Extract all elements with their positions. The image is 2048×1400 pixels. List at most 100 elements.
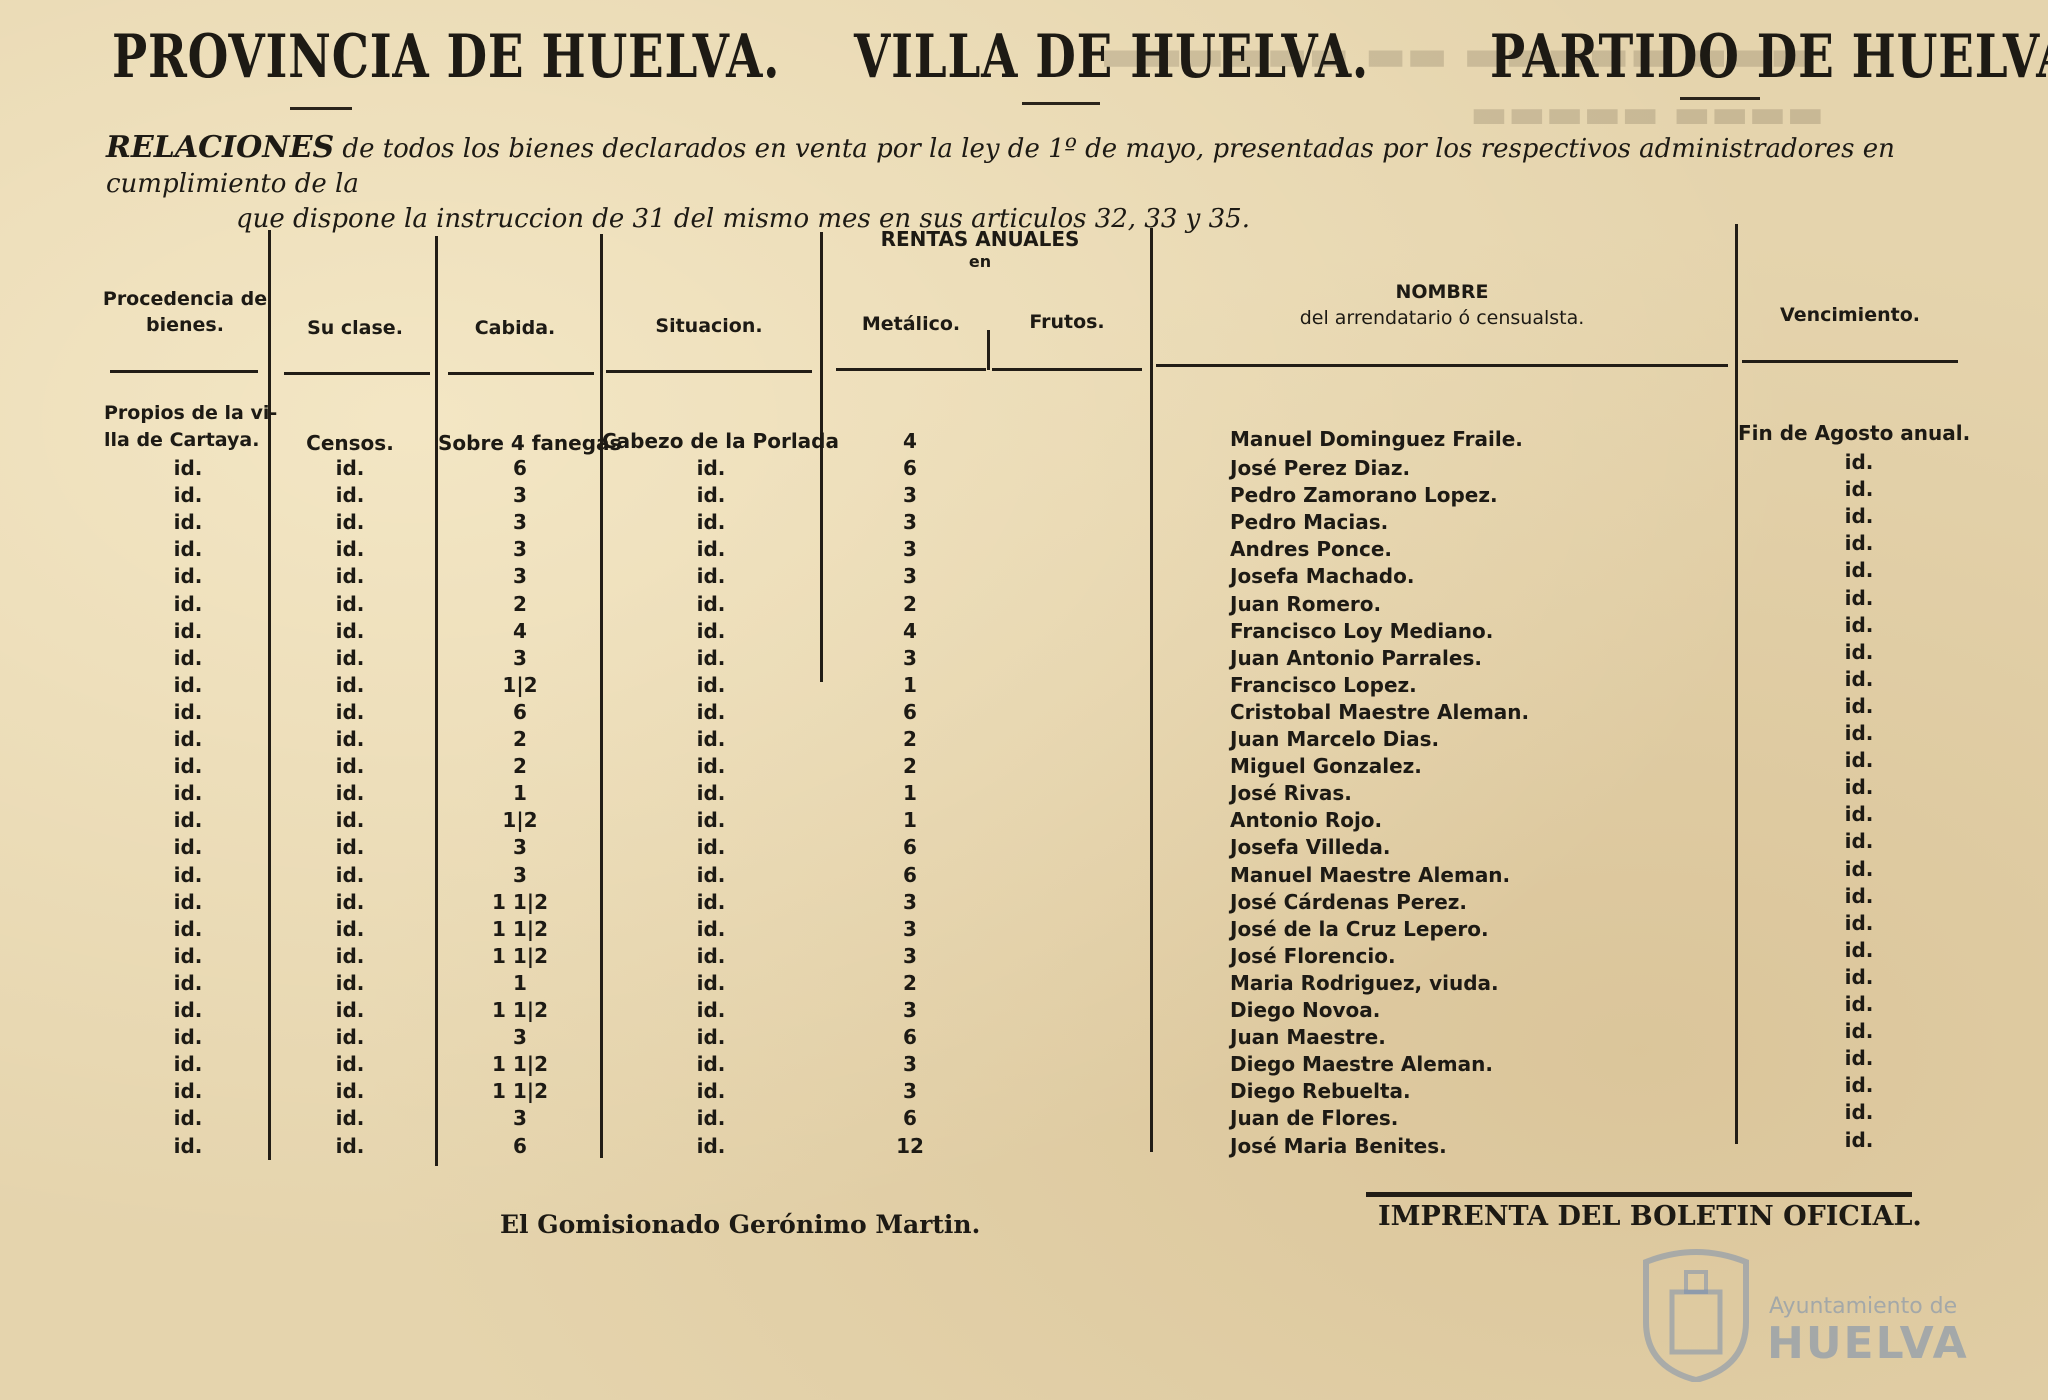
row-cabida: 6 — [513, 1133, 527, 1158]
row-clase: id. — [335, 808, 365, 833]
footer-comisionado: El Gomisionado Gerónimo Martin. — [500, 1210, 981, 1239]
row-vencimiento: id. — [1844, 937, 1874, 962]
row-procedencia: id. — [173, 672, 203, 697]
row-clase: id. — [335, 672, 365, 697]
row-vencimiento: id. — [1844, 775, 1874, 800]
first-row-clase: Censos. — [306, 431, 394, 455]
row-situacion: id. — [696, 1079, 726, 1104]
row-clase: id. — [335, 970, 365, 995]
row-nombre: Pedro Macias. — [1230, 510, 1389, 535]
row-metalico: 3 — [903, 645, 917, 670]
row-nombre: José Florencio. — [1230, 943, 1396, 968]
col-rentas-title: RENTAS ANUALES — [880, 227, 1080, 251]
row-metalico: 2 — [903, 727, 917, 751]
row-vencimiento: id. — [1844, 531, 1874, 556]
row-vencimiento: id. — [1844, 1127, 1874, 1152]
row-situacion: id. — [696, 808, 726, 833]
row-nombre: Diego Novoa. — [1230, 998, 1381, 1022]
row-cabida: 2 — [513, 727, 527, 751]
row-cabida: 3 — [513, 645, 527, 670]
row-situacion: id. — [696, 618, 726, 643]
row-vencimiento: id. — [1844, 829, 1874, 854]
row-situacion: id. — [696, 727, 726, 751]
col-procedencia-label: Procedencia de bienes. — [102, 288, 268, 336]
row-vencimiento: id. — [1844, 666, 1874, 691]
row-vencimiento: id. — [1844, 585, 1874, 610]
row-cabida: 3 — [513, 1106, 527, 1131]
row-situacion: id. — [696, 754, 726, 779]
footer-imprenta: IMPRENTA DEL BOLETIN OFICIAL. — [1378, 1201, 1922, 1232]
row-vencimiento: id. — [1844, 477, 1874, 502]
col-vencimiento: Vencimiento. — [1780, 304, 1920, 326]
row-situacion: id. — [696, 1106, 726, 1131]
first-row-proc-line2: lla de Cartaya. — [104, 429, 260, 451]
row-procedencia: id. — [173, 835, 203, 860]
row-situacion: id. — [696, 1025, 726, 1050]
row-clase: id. — [335, 1106, 365, 1131]
row-nombre: Juan Marcelo Dias. — [1230, 727, 1440, 751]
row-situacion: id. — [696, 1052, 726, 1077]
row-metalico: 4 — [903, 618, 917, 643]
header-underline — [1742, 360, 1958, 363]
header-underline — [110, 370, 258, 373]
row-metalico: 3 — [903, 998, 917, 1022]
row-situacion: id. — [696, 889, 726, 914]
row-nombre: José Perez Diaz. — [1230, 456, 1411, 480]
row-metalico: 1 — [903, 672, 917, 697]
row-vencimiento: id. — [1844, 802, 1874, 827]
row-metalico: 3 — [903, 943, 917, 968]
row-situacion: id. — [696, 564, 726, 589]
row-procedencia: id. — [173, 1079, 203, 1104]
row-metalico: 3 — [903, 916, 917, 941]
row-nombre: Diego Maestre Aleman. — [1230, 1052, 1493, 1077]
row-situacion: id. — [696, 699, 726, 724]
heading-provincia: PROVINCIA DE HUELVA. — [112, 22, 781, 92]
row-procedencia: id. — [173, 564, 203, 589]
row-metalico: 6 — [903, 456, 917, 480]
row-metalico: 6 — [903, 1025, 917, 1050]
row-procedencia: id. — [173, 699, 203, 724]
row-vencimiento: id. — [1844, 612, 1874, 637]
row-metalico: 2 — [903, 754, 917, 779]
row-procedencia: id. — [173, 754, 203, 779]
first-row-nombre: Manuel Dominguez Fraile. — [1230, 427, 1523, 451]
row-clase: id. — [335, 537, 365, 562]
row-cabida: 1 1|2 — [491, 1052, 548, 1077]
row-metalico: 6 — [903, 699, 917, 724]
first-row-proc-line1: Propios de la vi- — [104, 402, 278, 424]
row-procedencia: id. — [173, 808, 203, 833]
row-vencimiento: id. — [1844, 883, 1874, 908]
row-clase: id. — [335, 483, 365, 508]
row-situacion: id. — [696, 510, 726, 535]
row-cabida: 3 — [513, 537, 527, 562]
row-nombre: José Cárdenas Perez. — [1230, 889, 1468, 914]
row-vencimiento: id. — [1844, 1019, 1874, 1044]
row-cabida: 3 — [513, 835, 527, 860]
row-vencimiento: id. — [1844, 721, 1874, 745]
row-clase: id. — [335, 1133, 365, 1158]
row-nombre: Juan Romero. — [1230, 591, 1382, 616]
row-procedencia: id. — [173, 889, 203, 914]
row-procedencia: id. — [173, 456, 203, 480]
row-metalico: 1 — [903, 808, 917, 833]
row-procedencia: id. — [173, 1133, 203, 1158]
heading-villa: VILLA DE HUELVA. — [854, 22, 1369, 92]
row-situacion: id. — [696, 1133, 726, 1158]
row-situacion: id. — [696, 591, 726, 616]
column-divider — [1735, 224, 1738, 1144]
header-underline — [284, 372, 430, 375]
row-metalico: 6 — [903, 1106, 917, 1131]
archive-watermark: Ayuntamiento de HUELVA — [1636, 1242, 2036, 1384]
row-clase: id. — [335, 591, 365, 616]
first-row-situacion: Cabezo de la Porlada — [602, 429, 839, 453]
row-metalico: 6 — [903, 862, 917, 887]
header-underline — [836, 368, 986, 371]
row-nombre: Josefa Machado. — [1230, 564, 1415, 589]
row-clase: id. — [335, 456, 365, 480]
row-nombre: Andres Ponce. — [1230, 537, 1392, 562]
row-situacion: id. — [696, 645, 726, 670]
row-nombre: Maria Rodriguez, viuda. — [1230, 970, 1499, 995]
row-clase: id. — [335, 862, 365, 887]
row-procedencia: id. — [173, 727, 203, 751]
column-divider — [820, 232, 823, 682]
